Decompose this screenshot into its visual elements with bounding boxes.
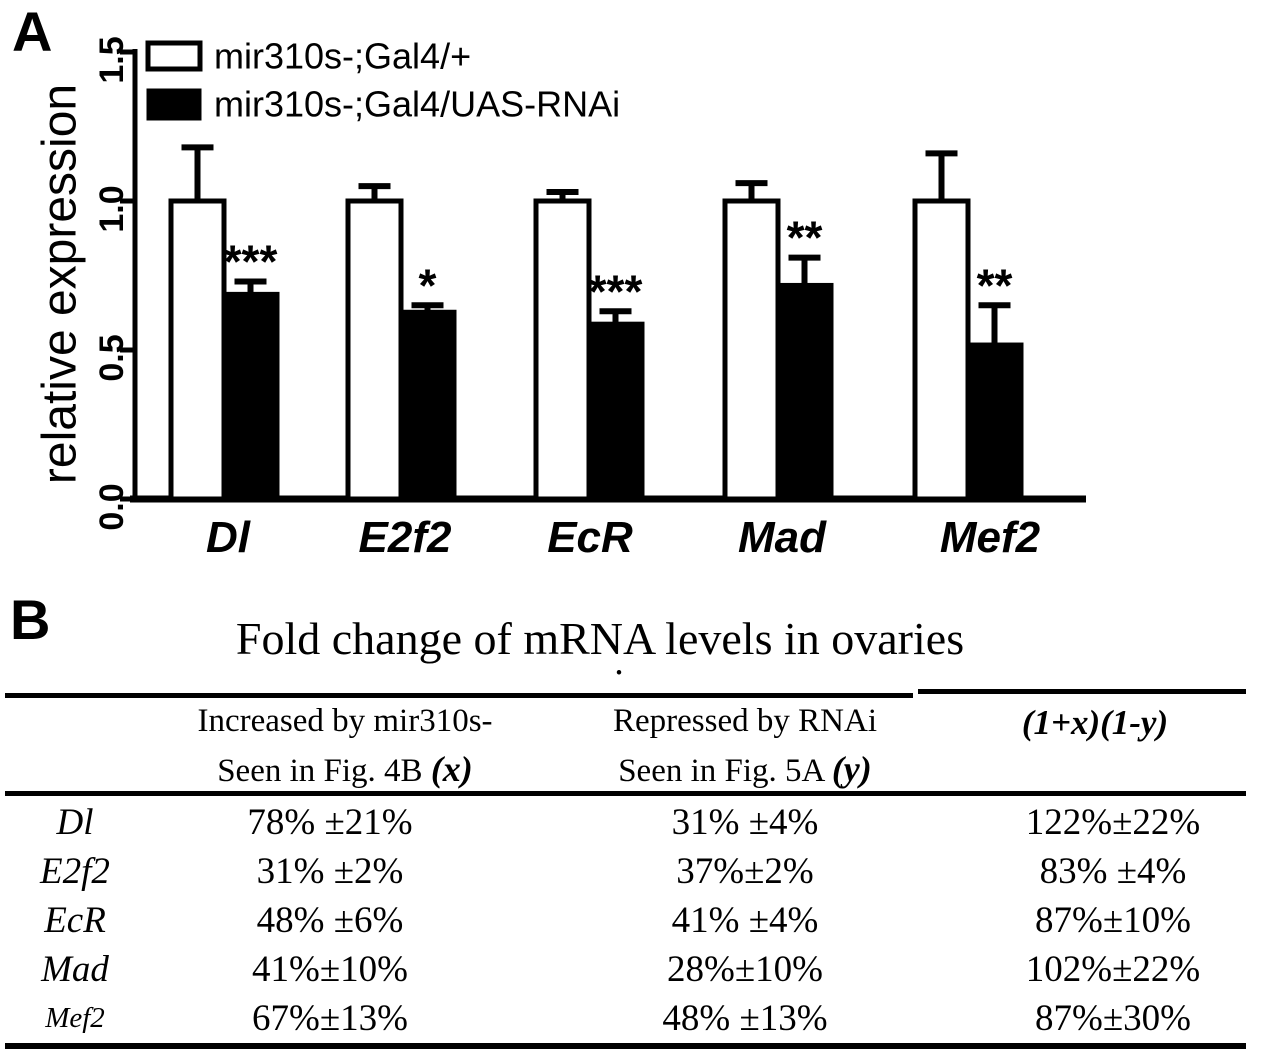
bar-Mef2-control [912, 198, 971, 502]
x-label-Mef2: Mef2 [940, 513, 1041, 562]
table-bottom-rule [5, 1043, 1246, 1049]
product-value: 87%±10% [1035, 900, 1191, 941]
y-tick-label: 1.5 [93, 36, 131, 83]
increased-value: 31% ±2% [256, 851, 404, 892]
panel-b-label: B [10, 588, 51, 651]
column-header-repressed-line2: Seen in Fig. 5A (y) [520, 745, 970, 795]
bar-E2f2-control [345, 198, 404, 502]
significance-Dl: *** [224, 235, 278, 287]
table-row: Dl 78% ±21% 31% ±4% 122%±22% [0, 798, 1246, 847]
table-title: Fold change of mRNA levels in ovaries [235, 613, 965, 664]
column-header-increased-line1: Increased by mir310s- [197, 703, 493, 739]
significance-EcR: *** [589, 265, 643, 317]
variable-x: (x) [430, 749, 473, 789]
legend-swatch-rnai [146, 88, 202, 121]
legend-label-rnai: mir310s-;Gal4/UAS-RNAi [214, 84, 620, 125]
panel-a-label: A [12, 0, 53, 63]
product-value: 87%±30% [1035, 998, 1191, 1039]
table-top-rule-left [5, 693, 913, 698]
increased-value: 48% ±6% [256, 900, 404, 941]
bar-Dl-rnai [222, 291, 280, 501]
legend-label-control: mir310s-;Gal4/+ [214, 36, 471, 77]
increased-value: 78% ±21% [247, 802, 413, 843]
y-tick-label: 0.5 [93, 334, 131, 381]
table-title-period: . [614, 641, 624, 683]
column-header-repressed: Repressed by RNAi Seen in Fig. 5A (y) [520, 697, 970, 795]
table-row: Mad 41%±10% 28%±10% 102%±22% [0, 945, 1246, 994]
gene-name: Dl [56, 802, 94, 843]
column-header-formula: (1+x)(1-y) [1021, 703, 1169, 742]
y-tick-label: 1.0 [93, 185, 131, 232]
product-value: 102%±22% [1025, 949, 1201, 990]
bar-Mad-control [722, 198, 781, 502]
column-header-repressed-line2-text: Seen in Fig. 5A [618, 753, 832, 789]
repressed-value: 28%±10% [667, 949, 823, 990]
bar-E2f2-rnai [399, 309, 457, 501]
significance-Mef2: ** [977, 259, 1013, 311]
column-header-increased-line2: Seen in Fig. 4B (x) [150, 745, 540, 795]
y-axis-title: relative expression [34, 84, 87, 484]
increased-value: 41%±10% [252, 949, 408, 990]
repressed-value: 48% ±13% [662, 998, 828, 1039]
bar-EcR-control [533, 198, 592, 502]
significance-Mad: ** [787, 212, 823, 264]
column-header-increased-line2-text: Seen in Fig. 4B [217, 753, 431, 789]
table-row: E2f2 31% ±2% 37%±2% 83% ±4% [0, 847, 1246, 896]
bar-Dl-control [168, 198, 227, 502]
bar-EcR-rnai [587, 321, 645, 501]
repressed-value: 41% ±4% [671, 900, 819, 941]
increased-value: 67%±13% [252, 998, 408, 1039]
table-header-rule [5, 791, 1246, 796]
gene-name: Mef2 [45, 1002, 105, 1034]
table-row: EcR 48% ±6% 41% ±4% 87%±10% [0, 896, 1246, 945]
product-value: 83% ±4% [1039, 851, 1187, 892]
x-label-Mad: Mad [738, 513, 827, 562]
product-value: 122%±22% [1025, 802, 1201, 843]
column-header-repressed-line1: Repressed by RNAi [613, 703, 877, 739]
repressed-value: 37%±2% [676, 851, 814, 892]
table-top-rule-right [918, 689, 1246, 694]
legend-swatch-control [145, 40, 203, 72]
significance-E2f2: * [419, 259, 437, 311]
bar-Mef2-rnai [966, 342, 1024, 501]
variable-y: (y) [831, 749, 872, 789]
gene-name: EcR [44, 900, 106, 941]
repressed-value: 31% ±4% [671, 802, 819, 843]
table-body: Dl 78% ±21% 31% ±4% 122%±22% E2f2 31% ±2… [0, 798, 1246, 1043]
gene-name: Mad [41, 949, 109, 990]
x-label-EcR: EcR [547, 513, 633, 562]
y-tick-label: 0.0 [93, 483, 131, 530]
column-header-increased: Increased by mir310s- Seen in Fig. 4B (x… [150, 697, 540, 795]
table-row: Mef2 67%±13% 48% ±13% 87%±30% [0, 994, 1246, 1043]
x-label-E2f2: E2f2 [359, 513, 452, 562]
gene-name: E2f2 [40, 851, 110, 892]
x-label-Dl: Dl [206, 513, 251, 562]
bar-Mad-rnai [776, 282, 834, 501]
